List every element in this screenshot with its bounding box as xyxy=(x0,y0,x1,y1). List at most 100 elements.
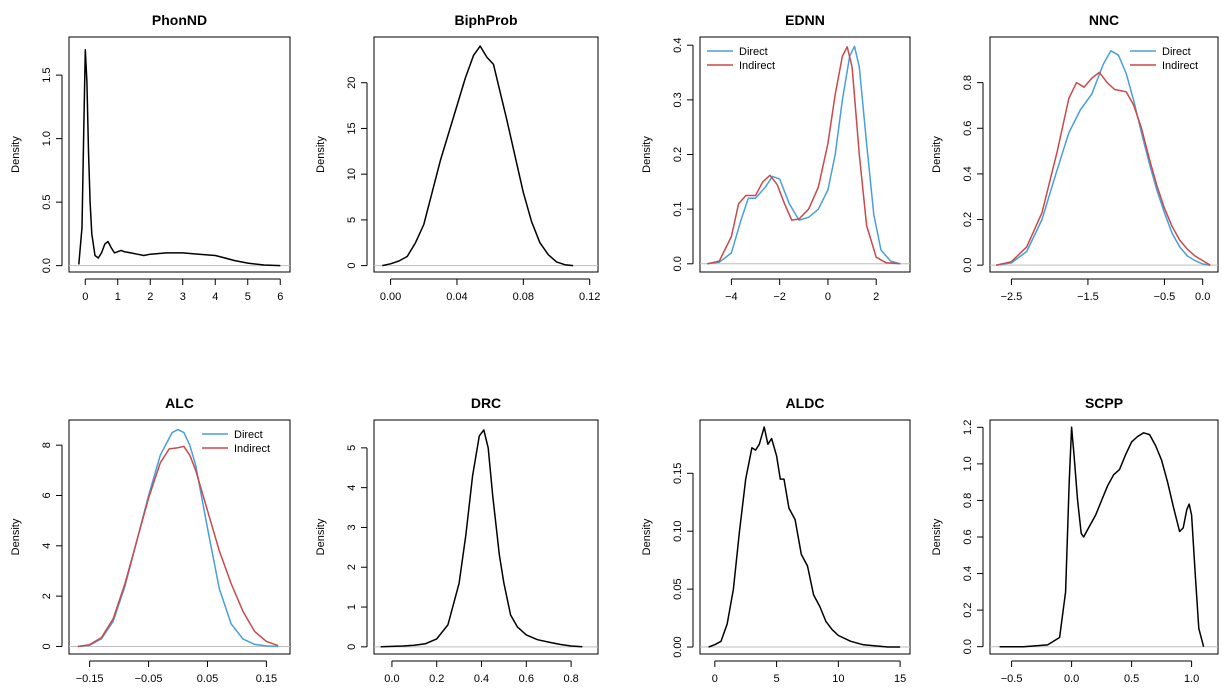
panel-scpp: SCPP −0.5 0.0 0.5 1.0 0.0 0.2 0.4 0.6 0.8 1.0 1.2 De… xyxy=(931,395,1219,685)
y-tick-label: 0.05 xyxy=(672,578,684,599)
y-tick-label: 5 xyxy=(346,445,358,451)
panel-title: DRC xyxy=(471,395,501,411)
y-tick-label: 4 xyxy=(41,543,53,549)
panel-nnc: NNC −2.5 −1.5 −0.5 0.0 0.0 0.2 0.4 0.6 0.8 Density… xyxy=(931,12,1219,303)
x-tick-label: 0.04 xyxy=(446,291,467,303)
legend-label-direct: Direct xyxy=(739,46,768,58)
y-tick-label: 5 xyxy=(346,217,358,223)
y-axis-label: Density xyxy=(931,518,943,555)
plot-frame xyxy=(373,419,599,655)
x-tick-label: 2 xyxy=(873,291,879,303)
legend: Direct Indirect xyxy=(1130,46,1198,72)
x-tick-label: 0 xyxy=(712,673,718,684)
density-curve xyxy=(708,426,901,648)
y-tick-label: 4 xyxy=(346,485,358,491)
panel-drc: DRC 0.0 0.2 0.4 0.6 0.8 0 1 2 3 4 5 Density xyxy=(315,395,599,685)
plot-frame xyxy=(989,36,1219,273)
x-tick-label: 1.0 xyxy=(1184,673,1199,684)
x-tick-label: 0 xyxy=(825,291,831,303)
y-tick-label: 0.5 xyxy=(41,194,53,209)
y-tick-label: 0.8 xyxy=(962,493,974,508)
panel-title: BiphProb xyxy=(455,12,518,28)
x-tick-label: 5 xyxy=(774,673,780,684)
panel-title: ALC xyxy=(165,395,194,411)
plot-frame xyxy=(699,36,911,273)
x-tick-label: 0.8 xyxy=(563,673,578,684)
density-curve-indirect xyxy=(995,71,1211,266)
x-tick-label: 0.05 xyxy=(197,673,218,684)
x-tick-label: 0.12 xyxy=(579,291,600,303)
x-tick-label: 0.6 xyxy=(519,673,534,684)
x-tick-label: 0.0 xyxy=(1064,673,1079,684)
y-tick-label: 10 xyxy=(346,168,358,180)
x-tick-label: −4 xyxy=(725,291,738,303)
legend: Direct Indirect xyxy=(202,429,270,455)
x-tick-label: −1.5 xyxy=(1077,291,1099,303)
y-tick-label: 1 xyxy=(346,604,358,610)
x-tick-label: 0.00 xyxy=(380,291,401,303)
y-tick-label: 0.00 xyxy=(672,636,684,657)
legend-label-indirect: Indirect xyxy=(234,443,270,455)
y-tick-label: 0.4 xyxy=(962,566,974,581)
density-curve-direct xyxy=(707,45,901,265)
x-tick-label: 0.15 xyxy=(256,673,277,684)
y-tick-label: 0 xyxy=(346,263,358,269)
y-tick-label: 0.6 xyxy=(962,529,974,544)
legend-label-direct: Direct xyxy=(1162,46,1191,58)
y-tick-label: 0.0 xyxy=(962,258,974,273)
y-tick-label: 0 xyxy=(346,644,358,650)
y-tick-label: 0.0 xyxy=(41,258,53,273)
y-tick-label: 0.2 xyxy=(962,602,974,617)
panel-aldc: ALDC 0 5 10 15 0.00 0.05 0.10 0.15 Density xyxy=(641,395,911,685)
panel-title: SCPP xyxy=(1085,395,1123,411)
y-axis-label: Density xyxy=(10,136,22,173)
y-tick-label: 0.15 xyxy=(672,463,684,484)
x-tick-label: 0.2 xyxy=(429,673,444,684)
y-tick-label: 1.5 xyxy=(41,67,53,82)
y-tick-label: 0.0 xyxy=(962,639,974,654)
panel-biphprob: BiphProb 0.00 0.04 0.08 0.12 0 5 10 15 20 Density xyxy=(315,12,600,303)
x-tick-label: 0.08 xyxy=(513,291,534,303)
legend: Direct Indirect xyxy=(707,46,775,72)
x-tick-label: 1 xyxy=(115,291,121,303)
x-tick-label: −2 xyxy=(773,291,786,303)
density-curve xyxy=(380,429,583,648)
legend-label-direct: Direct xyxy=(234,429,263,441)
density-curve xyxy=(78,48,281,267)
density-curve xyxy=(382,45,574,267)
panel-ednn: EDNN −4 −2 0 2 0.0 0.1 0.2 0.3 0.4 Density Direct In… xyxy=(641,12,911,303)
panel-phonnd: PhonND 0 1 2 3 4 5 6 0.0 0.5 1.0 1.5 Density xyxy=(10,12,291,303)
y-tick-label: 0.2 xyxy=(962,212,974,227)
y-tick-label: 15 xyxy=(346,122,358,134)
y-tick-label: 1.2 xyxy=(962,420,974,435)
plot-frame xyxy=(989,419,1219,655)
y-tick-label: 6 xyxy=(41,492,53,498)
x-tick-label: −0.5 xyxy=(1154,291,1176,303)
y-axis-label: Density xyxy=(641,136,653,173)
x-tick-label: −2.5 xyxy=(1001,291,1023,303)
legend-label-indirect: Indirect xyxy=(1162,60,1198,72)
y-tick-label: 0.1 xyxy=(672,202,684,217)
x-tick-label: 0 xyxy=(82,291,88,303)
density-curve-direct xyxy=(995,49,1211,266)
y-tick-label: 0.4 xyxy=(962,166,974,181)
plot-frame xyxy=(373,36,599,273)
x-tick-label: 6 xyxy=(277,291,283,303)
y-tick-label: 0.4 xyxy=(672,38,684,53)
plot-frame xyxy=(68,36,291,273)
panel-title: ALDC xyxy=(786,395,825,411)
plot-frame xyxy=(68,419,291,655)
x-tick-label: 0.4 xyxy=(474,673,489,684)
y-axis-label: Density xyxy=(931,136,943,173)
density-curve-direct xyxy=(77,428,279,648)
y-axis-label: Density xyxy=(315,136,327,173)
x-tick-label: −0.5 xyxy=(1001,673,1023,684)
x-tick-label: 0.0 xyxy=(1195,291,1210,303)
x-tick-label: 0.0 xyxy=(384,673,399,684)
x-tick-label: −0.15 xyxy=(76,673,104,684)
x-tick-label: 2 xyxy=(147,291,153,303)
density-curve-indirect xyxy=(707,46,901,265)
x-tick-label: −0.05 xyxy=(135,673,163,684)
y-tick-label: 2 xyxy=(346,564,358,570)
